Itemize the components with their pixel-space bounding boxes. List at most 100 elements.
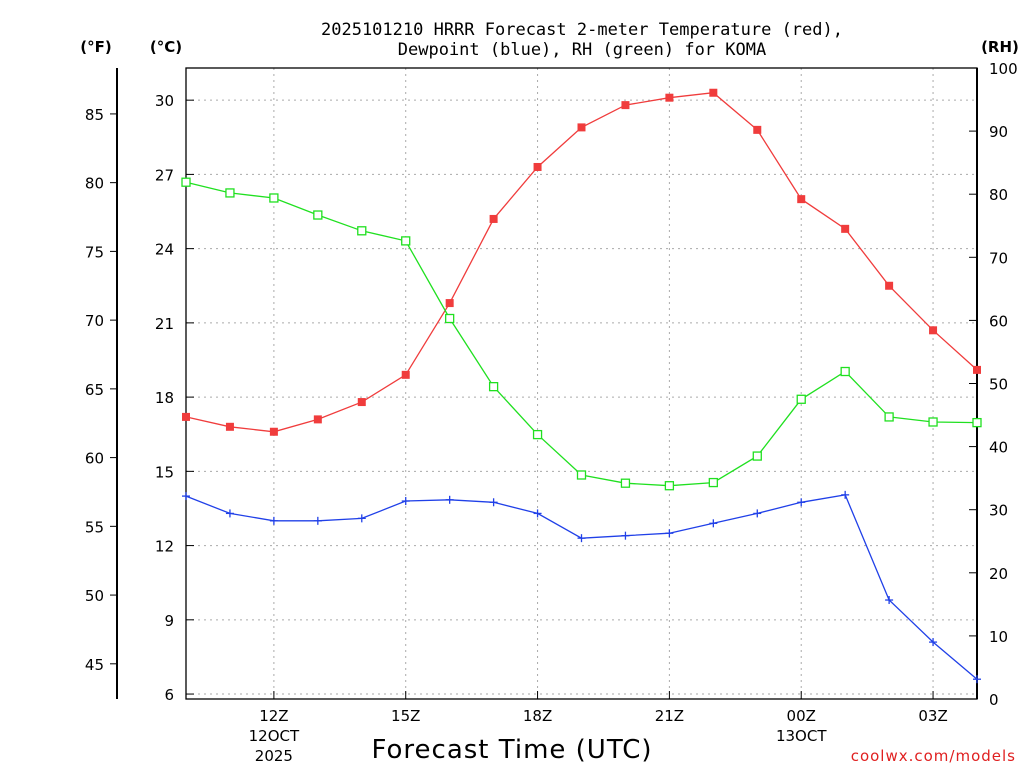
rh-point (225, 188, 235, 198)
dewpoint-point (709, 519, 718, 528)
series-rh (181, 177, 982, 491)
rh-point (620, 478, 631, 488)
temperature-point (313, 415, 322, 424)
f-tick-label: 55 (85, 518, 104, 536)
f-tick-label: 65 (85, 381, 104, 399)
rh-point (576, 470, 587, 480)
x-date-label: 12OCT (249, 727, 300, 745)
dewpoint-point (621, 531, 630, 540)
rh-line (185, 181, 978, 487)
temperature-point (182, 412, 190, 421)
dewpoint-point (489, 498, 498, 507)
temperature-point (577, 123, 586, 132)
rh-point (532, 429, 543, 440)
x-tick-label: 00Z (787, 707, 816, 725)
rh-tick-label: 10 (989, 628, 1008, 646)
rh-point (840, 366, 850, 377)
dewpoint-point (357, 514, 366, 523)
temperature-point (621, 101, 630, 110)
c-tick-label: 9 (164, 612, 174, 630)
dewpoint-point (753, 509, 762, 518)
series-temperature (182, 88, 981, 436)
dewpoint-point (797, 498, 806, 507)
dewpoint-point (665, 529, 674, 538)
dewpoint-point (577, 534, 586, 543)
rh-tick-label: 70 (989, 249, 1008, 267)
temperature-point (885, 281, 894, 290)
temperature-point (225, 422, 234, 431)
f-tick-label: 70 (85, 312, 104, 330)
temperature-point (753, 125, 762, 134)
temperature-point (709, 88, 718, 97)
series-layer (181, 88, 982, 684)
temperature-point (533, 162, 542, 171)
x-tick-label: 03Z (918, 707, 947, 725)
temperature-point (445, 299, 454, 308)
rh-point (445, 313, 455, 324)
rh-point (313, 210, 323, 220)
temperature-point (269, 427, 278, 436)
x-tick-label: 15Z (391, 707, 420, 725)
rh-point (972, 417, 982, 428)
dewpoint-point (841, 490, 850, 499)
rh-point (664, 481, 675, 491)
dewpoint-point (973, 675, 981, 684)
title-line-1: 2025101210 HRRR Forecast 2-meter Tempera… (321, 20, 843, 40)
rh-point (884, 412, 894, 422)
c-tick-label: 27 (155, 166, 174, 184)
rh-tick-label: 80 (989, 186, 1008, 204)
temperature-line (185, 92, 978, 433)
title: 2025101210 HRRR Forecast 2-meter Tempera… (321, 20, 843, 60)
watermark: coolwx.com/models (851, 747, 1016, 765)
x-year-label: 2025 (255, 747, 293, 765)
temperature-point (841, 224, 850, 233)
x-tick-label: 12Z (259, 707, 288, 725)
rh-point (928, 417, 938, 427)
dewpoint-point (533, 509, 542, 518)
c-tick-label: 30 (155, 92, 174, 110)
f-tick-label: 80 (85, 175, 104, 193)
f-tick-label: 50 (85, 587, 104, 605)
dewpoint-point (269, 516, 278, 525)
dewpoint-point (445, 495, 454, 504)
dewpoint-point (929, 638, 938, 647)
dewpoint-point (225, 509, 234, 518)
c-tick-label: 12 (155, 538, 174, 556)
dewpoint-point (182, 492, 190, 501)
c-tick-label: 18 (155, 389, 174, 407)
c-tick-label: 6 (164, 686, 174, 704)
rh-point (708, 477, 718, 488)
dewpoint-point (313, 516, 322, 525)
f-tick-label: 60 (85, 450, 104, 468)
rh-point (796, 394, 806, 404)
c-tick-label: 15 (155, 463, 174, 481)
rh-point (181, 177, 191, 187)
rh-tick-label: 90 (989, 123, 1008, 141)
axes: 6 9 12 15 18 21 24 27 30 45 50 55 60 65 70 75 80 85 0 10 20 3… (85, 60, 1018, 765)
rh-tick-label: 0 (989, 691, 999, 709)
rh-tick-label: 100 (989, 60, 1018, 78)
f-tick-label: 75 (85, 243, 104, 261)
temperature-point (401, 370, 410, 379)
x-date-label: 13OCT (776, 727, 827, 745)
temperature-point (489, 214, 498, 223)
rh-point (401, 236, 411, 246)
x-axis-label: Forecast Time (UTC) (371, 735, 652, 765)
temperature-point (973, 365, 981, 374)
celsius-unit-label: (°C) (150, 38, 182, 56)
gridlines (186, 68, 977, 699)
c-tick-label: 24 (155, 241, 174, 259)
temperature-point (665, 93, 674, 102)
rh-unit-label: (RH) (981, 38, 1019, 56)
dewpoint-point (401, 497, 410, 506)
rh-tick-label: 60 (989, 312, 1008, 330)
dewpoint-point (885, 596, 894, 605)
f-tick-label: 45 (85, 656, 104, 674)
f-tick-label: 85 (85, 106, 104, 124)
rh-tick-label: 20 (989, 565, 1008, 583)
rh-tick-label: 40 (989, 439, 1008, 457)
rh-point (269, 193, 279, 203)
temperature-point (929, 326, 938, 335)
dewpoint-line (185, 494, 978, 680)
